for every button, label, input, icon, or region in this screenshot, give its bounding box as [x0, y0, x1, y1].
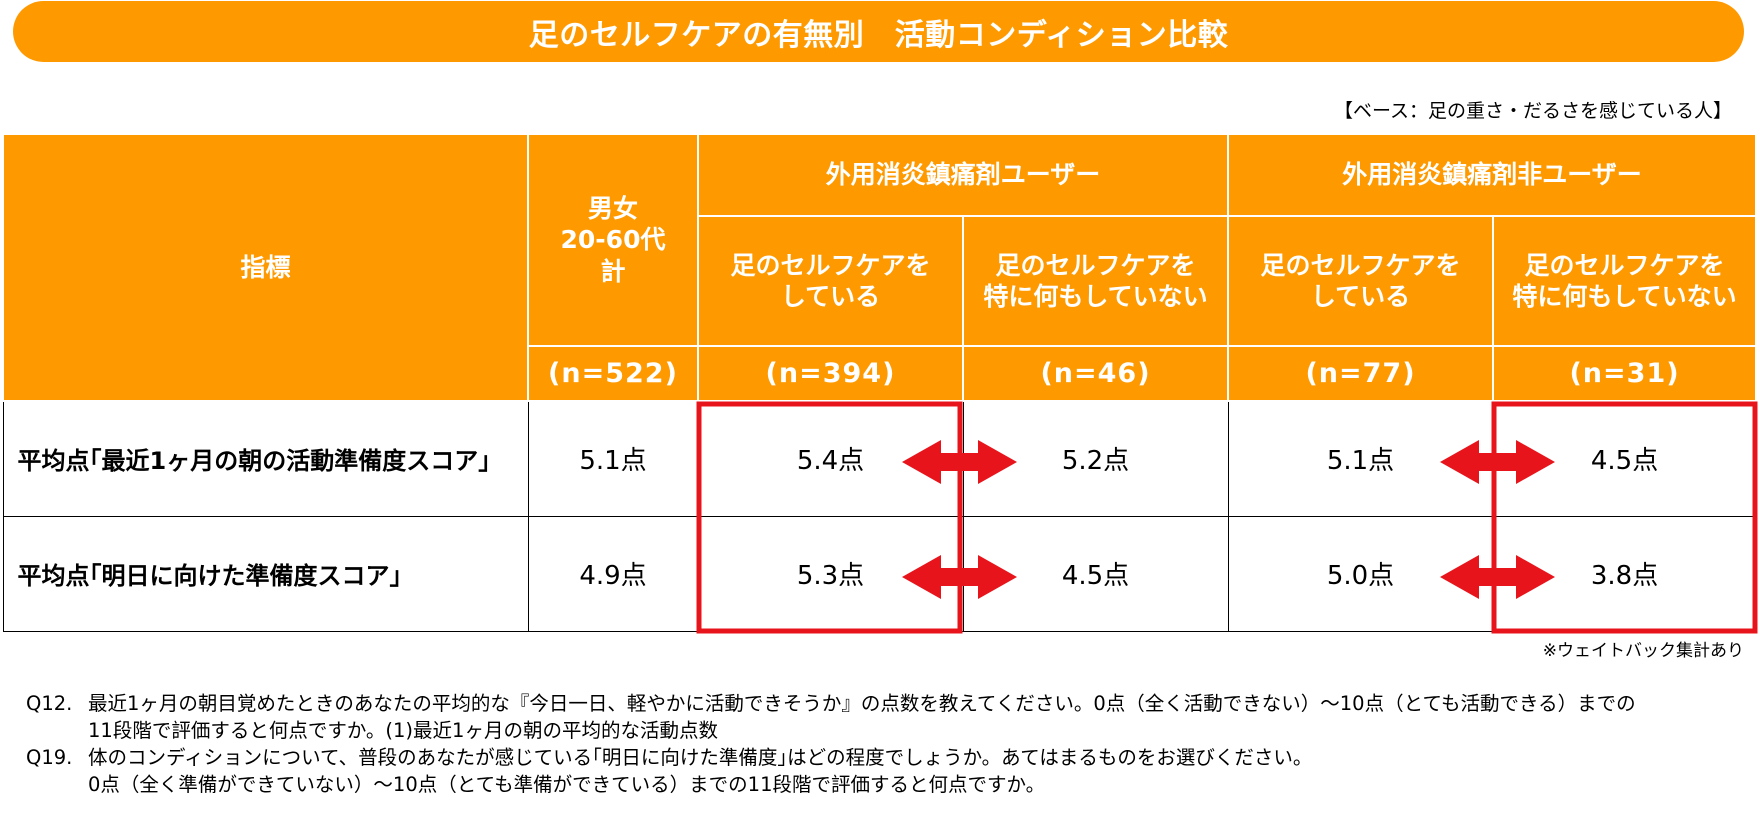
total-header: 男女 20-60代 計 — [527, 133, 699, 347]
subheader-user-selfcare: 足のセルフケアを している — [697, 215, 964, 347]
index-header: 指標 — [2, 133, 529, 402]
value-cell: 4.9点 — [527, 515, 699, 632]
n-nonuser-noselfcare: (n=31) — [1492, 345, 1758, 402]
value-cell: 4.5点 — [1492, 400, 1757, 517]
base-note: 【ベース：足の重さ・だるさを感じている人】 — [1333, 100, 1732, 122]
subheader-user-noselfcare: 足のセルフケアを 特に何もしていない — [961, 215, 1230, 347]
question-text: 最近1ヶ月の朝目覚めたときのあなたの平均的な『今日一日、軽やかに活動できそうか』… — [88, 692, 1636, 742]
question-number: Q19. — [26, 746, 73, 769]
value-cell: 5.1点 — [527, 400, 699, 517]
weight-note: ※ウェイトバック集計あり — [1542, 641, 1744, 661]
question-number: Q12. — [26, 692, 73, 715]
value-cell: 3.8点 — [1492, 515, 1757, 632]
n-user-noselfcare: (n=46) — [961, 345, 1230, 402]
value-cell: 5.0点 — [1227, 515, 1494, 632]
group-header-user: 外用消炎鎮痛剤ユーザー — [696, 133, 1230, 217]
n-total: (n=522) — [527, 345, 699, 402]
n-nonuser-selfcare: (n=77) — [1227, 345, 1495, 402]
question-item: Q12. 最近1ヶ月の朝目覚めたときのあなたの平均的な『今日一日、軽やかに活動で… — [26, 690, 1636, 744]
row-label: 平均点｢明日に向けた準備度スコア｣ — [2, 515, 529, 632]
value-cell: 5.1点 — [1227, 400, 1494, 517]
n-user-selfcare: (n=394) — [697, 345, 964, 402]
question-text: 体のコンディションについて、普段のあなたが感じている｢明日に向けた準備度｣はどの… — [88, 746, 1313, 796]
value-cell: 5.4点 — [697, 400, 964, 517]
table-row: 平均点｢最近1ヶ月の朝の活動準備度スコア｣ 5.1点 5.4点 5.2点 5.1… — [2, 400, 1757, 517]
question-item: Q19. 体のコンディションについて、普段のあなたが感じている｢明日に向けた準備… — [26, 744, 1636, 798]
row-label: 平均点｢最近1ヶ月の朝の活動準備度スコア｣ — [2, 400, 529, 517]
subheader-nonuser-noselfcare: 足のセルフケアを 特に何もしていない — [1492, 215, 1758, 347]
value-cell: 4.5点 — [962, 515, 1229, 632]
value-cell: 5.2点 — [962, 400, 1229, 517]
group-header-nonuser: 外用消炎鎮痛剤非ユーザー — [1227, 133, 1758, 217]
subheader-nonuser-selfcare: 足のセルフケアを している — [1227, 215, 1495, 347]
page-title: 足のセルフケアの有無別 活動コンディション比較 — [13, 1, 1744, 62]
question-notes: Q12. 最近1ヶ月の朝目覚めたときのあなたの平均的な『今日一日、軽やかに活動で… — [26, 690, 1636, 798]
value-cell: 5.3点 — [697, 515, 964, 632]
table-row: 平均点｢明日に向けた準備度スコア｣ 4.9点 5.3点 4.5点 5.0点 3.… — [2, 515, 1757, 632]
comparison-table: 指標 男女 20-60代 計 外用消炎鎮痛剤ユーザー 外用消炎鎮痛剤非ユーザー … — [2, 133, 1758, 632]
